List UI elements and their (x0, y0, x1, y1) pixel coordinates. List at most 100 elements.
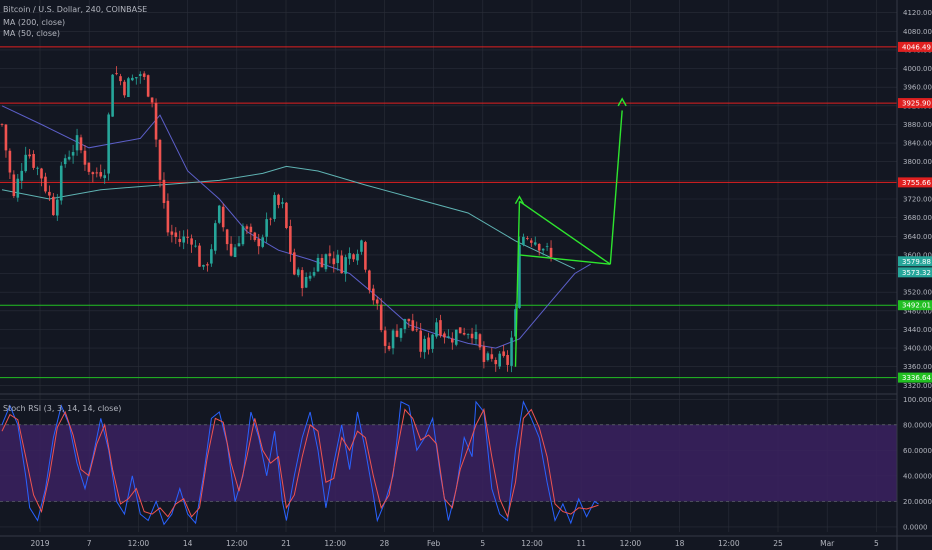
price-tag-support (898, 300, 932, 311)
candle-body (174, 232, 178, 237)
stoch-legend[interactable]: Stoch RSI (3, 3, 14, 14, close) (3, 404, 122, 413)
candle-body (225, 229, 229, 245)
candle-body (135, 77, 138, 79)
candle-body (138, 74, 142, 77)
stoch-y-tick-label: 20.0000 (903, 498, 932, 506)
price-tag-label: 3925.90 (902, 100, 931, 108)
candle-body (336, 254, 340, 264)
y-tick-label: 3640.00 (903, 233, 932, 241)
trend-line (519, 200, 611, 265)
stoch-d-path (1, 407, 599, 519)
x-tick-label: 12:00 (718, 539, 740, 548)
candle-body (28, 154, 31, 157)
candle-body (466, 334, 470, 335)
candle-body (545, 246, 549, 248)
candle-body (162, 179, 166, 203)
candle-body (194, 245, 197, 247)
candle-body (107, 114, 110, 174)
candle-body (20, 170, 24, 181)
arrow-head (514, 195, 525, 205)
candle-body (447, 336, 450, 338)
stoch-band (0, 424, 897, 502)
candle-body (186, 236, 189, 238)
price-tag-label: 4046.49 (902, 43, 931, 51)
candle-body (131, 77, 134, 81)
candle-body (4, 124, 8, 151)
candle-body (8, 150, 12, 173)
y-tick-label: 3600.00 (903, 251, 932, 259)
current-price-label: 3573.32 (902, 269, 931, 277)
candle-body (36, 167, 39, 169)
candle-body (293, 252, 296, 275)
candle-body (233, 247, 237, 258)
candle-body (375, 299, 379, 304)
candle-body (514, 309, 517, 337)
x-tick-label: 5 (874, 539, 879, 548)
candle-body (435, 322, 438, 337)
x-tick-label: 25 (773, 539, 783, 548)
candle-body (158, 139, 162, 180)
candle-body (103, 175, 106, 179)
candle-body (214, 223, 217, 251)
candle-body (115, 73, 118, 75)
candle-body (217, 205, 221, 223)
candle-body (24, 154, 27, 172)
candle-body (352, 254, 355, 260)
x-tick-label: 5 (480, 539, 485, 548)
candle-body (439, 320, 442, 336)
horizontal-lines[interactable] (0, 46, 897, 379)
candle-body (411, 320, 415, 331)
candle-body (304, 276, 308, 288)
candle-body (83, 150, 87, 165)
candle-body (454, 329, 458, 345)
candle-body (0, 124, 4, 125)
x-tick-label: 11 (576, 539, 586, 548)
ma200-legend[interactable]: MA (200, close) (3, 18, 66, 27)
candle-body (364, 242, 367, 270)
candle-body (257, 238, 261, 247)
trend-line (609, 110, 623, 265)
candle-body (320, 258, 324, 268)
price-tag-resistance (898, 98, 932, 109)
candle-body (265, 219, 268, 237)
candle-body (142, 73, 146, 77)
candle-body (537, 243, 541, 251)
candle-body (202, 264, 205, 267)
trend-drawings[interactable] (514, 97, 627, 367)
candle-body (356, 253, 359, 261)
candle-body (190, 238, 193, 245)
ma50-legend[interactable]: MA (50, close) (3, 29, 61, 38)
candle-body (79, 137, 83, 151)
candle-body (95, 172, 99, 174)
candle-body (273, 195, 276, 219)
candle-body (178, 238, 182, 243)
candles (0, 66, 553, 373)
current-price-tag (898, 267, 932, 278)
ma200-path (1, 165, 576, 270)
stoch-y-tick-label: 40.0000 (903, 472, 932, 480)
candle-body (368, 270, 371, 291)
candle-body (324, 254, 328, 270)
chart-title: Bitcoin / U.S. Dollar, 240, COINBASE (3, 5, 148, 14)
candle-body (289, 226, 292, 255)
candle-body (154, 102, 158, 140)
y-tick-label: 3800.00 (903, 158, 932, 166)
stoch-y-tick-label: 60.0000 (903, 447, 932, 455)
candle-body (395, 330, 399, 337)
stoch-band-fill (0, 424, 897, 502)
y-tick-label: 3880.00 (903, 121, 932, 129)
candle-body (498, 353, 501, 367)
y-tick-label: 3480.00 (903, 307, 932, 315)
candle-body (221, 206, 225, 228)
candle-body (423, 338, 426, 353)
candle-body (150, 97, 154, 103)
candle-body (52, 196, 55, 216)
candle-body (300, 270, 304, 289)
candle-body (63, 158, 67, 165)
candle-body (427, 337, 430, 350)
price-tag-label: 3492.01 (902, 302, 931, 310)
candle-body (75, 135, 79, 151)
candle-body (541, 248, 545, 251)
candle-body (372, 288, 375, 301)
